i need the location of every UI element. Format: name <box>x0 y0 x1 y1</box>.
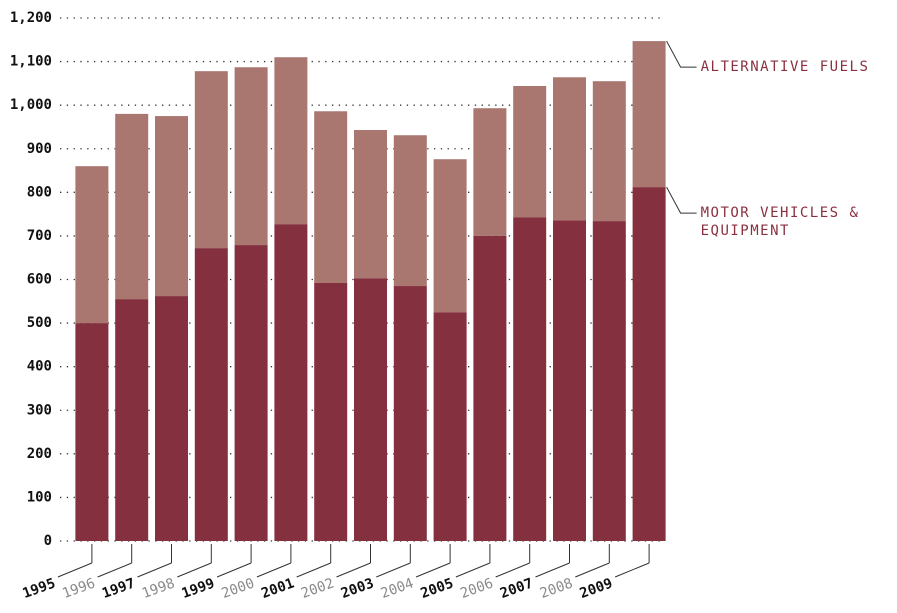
x-tick-leader <box>216 562 252 578</box>
x-tick-leader <box>376 562 411 578</box>
x-tick-leader <box>575 562 610 578</box>
bar-segment <box>75 323 109 541</box>
bar-segment <box>632 41 666 188</box>
y-tick-label: 100 <box>27 489 52 505</box>
bar-segment <box>553 77 586 221</box>
bar-segment <box>234 67 268 246</box>
x-tick-label: 2003 <box>339 575 376 602</box>
bar-segment <box>473 108 507 236</box>
y-tick-label: 1,200 <box>10 10 52 26</box>
bar-segment <box>155 296 188 541</box>
y-tick-label: 1,100 <box>10 54 52 70</box>
bar-segment <box>632 187 666 541</box>
bar-segment <box>433 159 467 313</box>
x-tick-leader <box>296 562 331 578</box>
x-tick-label: 2007 <box>498 575 535 602</box>
y-tick-label: 700 <box>27 228 52 244</box>
bar-segment <box>314 111 348 283</box>
bar-segment <box>75 166 109 324</box>
x-tick-label: 2002 <box>299 575 336 602</box>
x-tick-label: 2005 <box>418 575 455 602</box>
x-tick-label: 1995 <box>20 575 57 602</box>
y-tick-label: 900 <box>27 141 52 157</box>
bar-segment <box>354 130 387 279</box>
x-tick-label: 1997 <box>100 575 137 602</box>
bar-segment <box>393 135 427 287</box>
x-tick-leader <box>415 562 451 578</box>
x-tick-leader <box>57 562 93 578</box>
x-tick-label: 1998 <box>140 575 177 602</box>
y-tick-label: 400 <box>27 359 52 375</box>
y-tick-label: 1,000 <box>10 97 52 113</box>
y-tick-label: 500 <box>27 315 52 331</box>
x-tick-leader <box>495 562 530 578</box>
x-tick-label: 2004 <box>379 575 416 602</box>
x-tick-label: 2009 <box>578 575 615 602</box>
bar-segment <box>433 312 467 541</box>
bar-segment <box>354 278 387 541</box>
x-tick-label: 1996 <box>60 575 97 602</box>
x-tick-leader <box>177 562 212 578</box>
x-tick-label: 2000 <box>219 575 256 602</box>
legend-connector <box>666 40 697 68</box>
legend-label: ALTERNATIVE FUELS <box>700 59 870 76</box>
legend-connector <box>666 186 697 214</box>
bar-segment <box>115 299 149 541</box>
y-tick-label: 600 <box>27 272 52 288</box>
bar-segment <box>592 81 626 222</box>
y-tick-label: 200 <box>27 446 52 462</box>
legend-label: MOTOR VEHICLES & EQUIPMENT <box>700 205 860 240</box>
x-tick-leader <box>137 562 172 578</box>
bar-segment <box>194 71 228 249</box>
bar-segment <box>314 282 348 541</box>
x-tick-leader <box>97 562 132 578</box>
x-tick-leader <box>614 562 650 578</box>
bar-segment <box>115 113 149 300</box>
y-tick-label: 0 <box>44 533 52 549</box>
bar-segment <box>513 217 547 541</box>
x-tick-leader <box>535 562 570 578</box>
y-tick-label: 300 <box>27 402 52 418</box>
bar-segment <box>194 248 228 541</box>
x-tick-label: 1999 <box>180 575 217 602</box>
bar-segment <box>234 245 268 542</box>
bar-segment <box>592 221 626 541</box>
x-tick-leader <box>336 562 371 578</box>
bar-segment <box>274 57 308 225</box>
bar-segment <box>513 85 547 218</box>
bar-segment <box>473 235 507 541</box>
y-tick-label: 800 <box>27 184 52 200</box>
x-tick-label: 2008 <box>538 575 575 602</box>
bar-segment <box>393 286 427 541</box>
bar-segment <box>274 224 308 541</box>
x-tick-label: 2006 <box>458 575 495 602</box>
bar-segment <box>155 116 188 297</box>
x-tick-leader <box>256 562 292 578</box>
bar-segment <box>553 220 586 541</box>
x-tick-label: 2001 <box>259 575 296 602</box>
x-tick-leader <box>455 562 491 578</box>
